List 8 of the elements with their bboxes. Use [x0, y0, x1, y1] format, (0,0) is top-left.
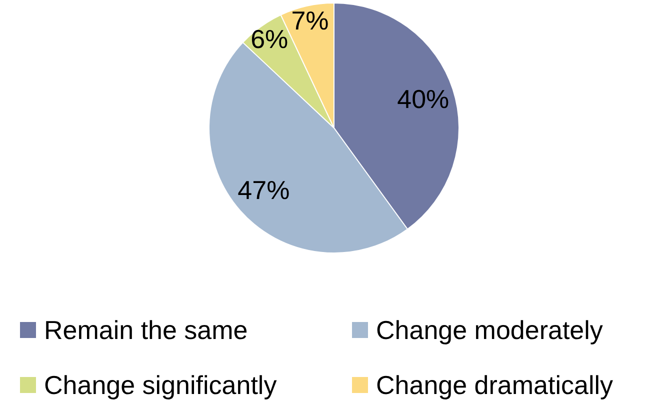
data-label: 47%	[238, 175, 290, 205]
legend-label: Remain the same	[44, 315, 248, 345]
data-label: 40%	[397, 84, 450, 114]
legend-label: Change dramatically	[376, 370, 614, 400]
data-label: 7%	[291, 6, 329, 36]
legend-label: Change significantly	[44, 370, 277, 400]
legend-label: Change moderately	[376, 315, 603, 345]
data-label: 6%	[250, 24, 288, 54]
